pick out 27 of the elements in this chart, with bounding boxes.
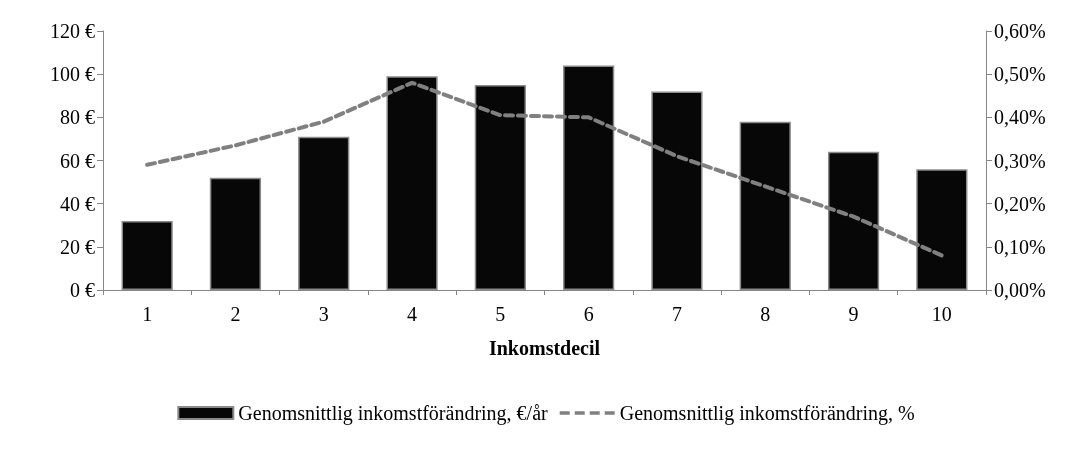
x-axis-title: Inkomstdecil: [488, 337, 601, 359]
x-tick-label: 1: [142, 303, 153, 325]
x-tick-label: 3: [318, 303, 329, 325]
y2-tick-label: 0,60%: [994, 20, 1046, 42]
x-tick-label: 2: [230, 303, 241, 325]
y2-tick-label: 0,40%: [994, 106, 1046, 129]
y-tick-label: 60 €: [60, 149, 95, 172]
y-tick-label: 20 €: [60, 235, 95, 258]
x-tick-label: 10: [931, 303, 952, 325]
x-tick-label: 6: [583, 303, 594, 325]
y2-tick-label: 0,00%: [994, 279, 1046, 301]
y2-tick-label: 0,20%: [994, 192, 1046, 215]
y2-tick-label: 0,50%: [994, 63, 1046, 86]
x-tick-label: 5: [495, 303, 506, 325]
y-tick-label: 80 €: [60, 106, 95, 129]
y-tick-label: 0 €: [70, 279, 95, 301]
legend-label: Genomsnittlig inkomstförändring, €/år: [238, 402, 549, 425]
legend-label: Genomsnittlig inkomstförändring, %: [619, 402, 915, 425]
x-tick-label: 7: [671, 303, 682, 325]
y-tick-label: 100 €: [50, 63, 95, 86]
y2-tick-label: 0,30%: [994, 149, 1046, 172]
y-tick-label: 40 €: [60, 192, 95, 215]
x-tick-label: 9: [848, 303, 859, 325]
y-tick-label: 120 €: [50, 20, 95, 42]
x-tick-label: 8: [760, 303, 771, 325]
x-tick-label: 4: [407, 303, 418, 325]
y2-tick-label: 0,10%: [994, 235, 1046, 258]
